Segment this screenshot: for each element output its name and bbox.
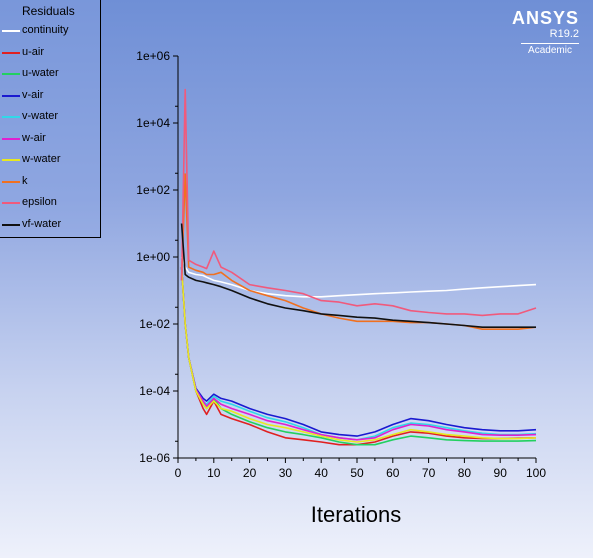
legend-swatch [2, 223, 20, 226]
y-tick-label: 1e+06 [136, 49, 170, 63]
legend-label: k [22, 174, 28, 187]
legend-title: Residuals [22, 4, 75, 18]
y-tick-label: 1e-02 [139, 317, 170, 331]
legend-item-v-air: v-air [0, 89, 100, 105]
legend-item-w-water: w-water [0, 153, 100, 169]
logo-edition: Academic [521, 43, 579, 56]
legend-swatch [2, 30, 20, 32]
series-line-w-air [180, 267, 537, 441]
y-tick-label: 1e-06 [139, 451, 170, 465]
legend-swatch [2, 51, 20, 54]
legend-label: v-air [22, 88, 44, 101]
legend-label: u-water [22, 67, 59, 79]
legend-label: v-water [22, 110, 59, 122]
series-line-continuity [180, 256, 537, 298]
legend-label: w-air [22, 131, 46, 144]
y-tick-label: 1e+02 [136, 183, 170, 197]
legend-item-w-air: w-air [0, 132, 100, 148]
x-tick-label: 80 [458, 466, 472, 480]
y-tick-label: 1e+04 [136, 116, 170, 130]
legend-swatch [2, 116, 20, 118]
legend-swatch [2, 73, 20, 75]
x-axis-title: Iterations [311, 502, 402, 527]
legend: Residuals continuity u-air u-water v-air v-w… [0, 0, 101, 238]
x-tick-label: 60 [386, 466, 400, 480]
series-line-u-water [180, 267, 537, 446]
y-tick-label: 1e-04 [139, 384, 170, 398]
legend-label: continuity [22, 24, 69, 36]
series-line-epsilon [180, 88, 537, 317]
legend-item-epsilon: epsilon [0, 196, 100, 212]
legend-item-u-water: u-water [0, 67, 100, 83]
legend-swatch [2, 159, 20, 161]
legend-label: w-water [22, 153, 61, 165]
legend-item-continuity: continuity [0, 24, 100, 40]
logo-version: R19.2 [549, 28, 579, 40]
chart-axes: 1e-06 1e-04 1e-02 1e+00 1e+02 1e+04 1e+06 0 10 20… [136, 49, 546, 480]
legend-label: vf-water [22, 217, 62, 230]
legend-item-k: k [0, 175, 100, 191]
x-tick-label: 40 [315, 466, 329, 480]
x-tick-label: 30 [279, 466, 293, 480]
x-tick-label: 10 [207, 466, 221, 480]
logo-brand: ANSYS [511, 8, 579, 28]
series-line-w-water [180, 267, 537, 443]
series-line-u-air [180, 267, 537, 446]
y-tick-label: 1e+00 [136, 250, 170, 264]
legend-swatch [2, 94, 20, 97]
legend-swatch [2, 202, 20, 204]
x-tick-label: 0 [175, 466, 182, 480]
legend-item-vf-water: vf-water [0, 218, 100, 234]
legend-swatch [2, 180, 20, 183]
series-line-v-water [180, 267, 537, 441]
x-tick-label: 90 [494, 466, 508, 480]
x-tick-label: 20 [243, 466, 257, 480]
ansys-logo: ANSYS R19.2 Academic [512, 8, 579, 56]
x-tick-label: 70 [422, 466, 436, 480]
series-line-v-air [180, 267, 537, 437]
x-tick-label: 100 [526, 466, 546, 480]
legend-swatch [2, 137, 20, 140]
series-line-vf-water [180, 223, 536, 329]
x-tick-label: 50 [350, 466, 364, 480]
chart-series-lines [180, 88, 537, 446]
legend-label: epsilon [22, 196, 57, 208]
legend-item-u-air: u-air [0, 46, 100, 62]
legend-item-v-water: v-water [0, 110, 100, 126]
legend-label: u-air [22, 45, 45, 58]
